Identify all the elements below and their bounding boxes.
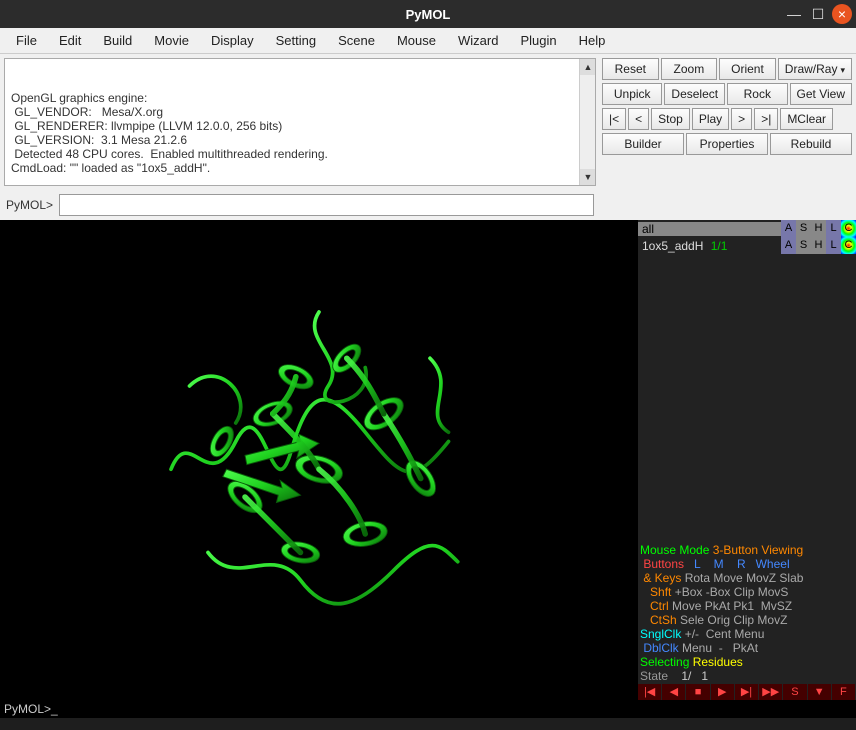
bottom-prompt-text: PyMOL>_ bbox=[4, 702, 58, 716]
button-stop[interactable]: Stop bbox=[651, 108, 690, 130]
object-name-all: all bbox=[638, 222, 781, 236]
command-row: PyMOL> bbox=[0, 190, 856, 220]
vcr-button[interactable]: ▶▶ bbox=[759, 684, 783, 700]
console-wrap: OpenGL graphics engine: GL_VENDOR: Mesa/… bbox=[0, 54, 600, 190]
window-controls: — ☐ × bbox=[784, 4, 852, 24]
protein-structure bbox=[134, 275, 504, 645]
menu-item-mouse[interactable]: Mouse bbox=[387, 30, 446, 51]
button-unpick[interactable]: Unpick bbox=[602, 83, 662, 105]
vcr-button[interactable]: S bbox=[783, 684, 807, 700]
color-button[interactable]: C bbox=[841, 220, 856, 237]
console-output[interactable]: OpenGL graphics engine: GL_VENDOR: Mesa/… bbox=[4, 58, 596, 186]
menu-item-scene[interactable]: Scene bbox=[328, 30, 385, 51]
button-zoom[interactable]: Zoom bbox=[661, 58, 718, 80]
maximize-button[interactable]: ☐ bbox=[808, 4, 828, 24]
menu-item-setting[interactable]: Setting bbox=[266, 30, 326, 51]
console-scrollbar[interactable]: ▲ ▼ bbox=[579, 59, 595, 185]
button-rebuild[interactable]: Rebuild bbox=[770, 133, 852, 155]
movie-controls: |◀◀■▶▶|▶▶S▼F bbox=[638, 684, 856, 700]
menu-item-edit[interactable]: Edit bbox=[49, 30, 91, 51]
show-button[interactable]: S bbox=[796, 220, 811, 237]
object-all-row[interactable]: all A S H L C bbox=[638, 220, 856, 237]
upper-panel: OpenGL graphics engine: GL_VENDOR: Mesa/… bbox=[0, 54, 856, 190]
button-deselect[interactable]: Deselect bbox=[664, 83, 725, 105]
menubar: FileEditBuildMovieDisplaySettingSceneMou… bbox=[0, 28, 856, 54]
menu-item-wizard[interactable]: Wizard bbox=[448, 30, 508, 51]
button--[interactable]: >| bbox=[754, 108, 778, 130]
label-button[interactable]: L bbox=[826, 237, 841, 254]
vcr-button[interactable]: ▶| bbox=[735, 684, 759, 700]
button--[interactable]: > bbox=[731, 108, 752, 130]
object-name: 1ox5_addH 1/1 bbox=[638, 239, 781, 253]
button--[interactable]: |< bbox=[602, 108, 626, 130]
button-builder[interactable]: Builder bbox=[602, 133, 684, 155]
label-button[interactable]: L bbox=[826, 220, 841, 237]
show-button[interactable]: S bbox=[796, 237, 811, 254]
ashlc-obj: A S H L C bbox=[781, 237, 856, 254]
scroll-down-icon[interactable]: ▼ bbox=[580, 169, 596, 185]
window-title: PyMOL bbox=[406, 7, 451, 22]
side-spacer bbox=[638, 254, 856, 542]
menu-item-display[interactable]: Display bbox=[201, 30, 264, 51]
button-rock[interactable]: Rock bbox=[727, 83, 787, 105]
button-orient[interactable]: Orient bbox=[719, 58, 776, 80]
color-button[interactable]: C bbox=[841, 237, 856, 254]
object-name-text: 1ox5_addH bbox=[642, 239, 703, 253]
vcr-button[interactable]: |◀ bbox=[638, 684, 662, 700]
scroll-up-icon[interactable]: ▲ bbox=[580, 59, 596, 75]
vcr-button[interactable]: ▶ bbox=[711, 684, 735, 700]
bottom-prompt[interactable]: PyMOL>_ bbox=[0, 700, 856, 718]
object-list: all A S H L C 1ox5_addH 1/1 A S H bbox=[638, 220, 856, 254]
close-button[interactable]: × bbox=[832, 4, 852, 24]
menu-item-build[interactable]: Build bbox=[93, 30, 142, 51]
button-mclear[interactable]: MClear bbox=[780, 108, 833, 130]
object-state: 1/1 bbox=[711, 239, 728, 253]
console-line: CmdLoad: "" loaded as "1ox5_addH". bbox=[11, 161, 589, 175]
object-panel: all A S H L C 1ox5_addH 1/1 A S H bbox=[638, 220, 856, 700]
minimize-button[interactable]: — bbox=[784, 4, 804, 24]
menu-item-file[interactable]: File bbox=[6, 30, 47, 51]
action-button[interactable]: A bbox=[781, 237, 796, 254]
button-panel: ResetZoomOrientDraw/Ray▾ UnpickDeselectRo… bbox=[600, 54, 856, 190]
button-properties[interactable]: Properties bbox=[686, 133, 768, 155]
vcr-button[interactable]: ■ bbox=[686, 684, 710, 700]
button-row: BuilderPropertiesRebuild bbox=[602, 133, 852, 155]
vcr-button[interactable]: ◀ bbox=[662, 684, 686, 700]
button-row: |<<StopPlay>>|MClear bbox=[602, 108, 852, 130]
button-row: UnpickDeselectRockGet View bbox=[602, 83, 852, 105]
hide-button[interactable]: H bbox=[811, 237, 826, 254]
object-row[interactable]: 1ox5_addH 1/1 A S H L C bbox=[638, 237, 856, 254]
menu-item-help[interactable]: Help bbox=[569, 30, 616, 51]
console-line: GL_VERSION: 3.1 Mesa 21.2.6 bbox=[11, 133, 589, 147]
button--[interactable]: < bbox=[628, 108, 649, 130]
mouse-help[interactable]: Mouse Mode 3-Button Viewing Buttons L M … bbox=[638, 542, 856, 684]
hide-button[interactable]: H bbox=[811, 220, 826, 237]
button-play[interactable]: Play bbox=[692, 108, 729, 130]
action-button[interactable]: A bbox=[781, 220, 796, 237]
menu-item-plugin[interactable]: Plugin bbox=[510, 30, 566, 51]
main-area: all A S H L C 1ox5_addH 1/1 A S H bbox=[0, 220, 856, 700]
vcr-button[interactable]: F bbox=[832, 684, 856, 700]
3d-viewport[interactable] bbox=[0, 220, 638, 700]
prompt-label: PyMOL> bbox=[6, 198, 53, 212]
button-row: ResetZoomOrientDraw/Ray▾ bbox=[602, 58, 852, 80]
console-line: GL_VENDOR: Mesa/X.org bbox=[11, 105, 589, 119]
menu-item-movie[interactable]: Movie bbox=[144, 30, 199, 51]
console-line: GL_RENDERER: llvmpipe (LLVM 12.0.0, 256 … bbox=[11, 119, 589, 133]
ashlc-all: A S H L C bbox=[781, 220, 856, 237]
vcr-button[interactable]: ▼ bbox=[808, 684, 832, 700]
button-reset[interactable]: Reset bbox=[602, 58, 659, 80]
button-draw-ray[interactable]: Draw/Ray▾ bbox=[778, 58, 852, 80]
command-input[interactable] bbox=[59, 194, 594, 216]
button-get-view[interactable]: Get View bbox=[790, 83, 852, 105]
console-line: OpenGL graphics engine: bbox=[11, 91, 589, 105]
titlebar: PyMOL — ☐ × bbox=[0, 0, 856, 28]
console-line: Detected 48 CPU cores. Enabled multithre… bbox=[11, 147, 589, 161]
